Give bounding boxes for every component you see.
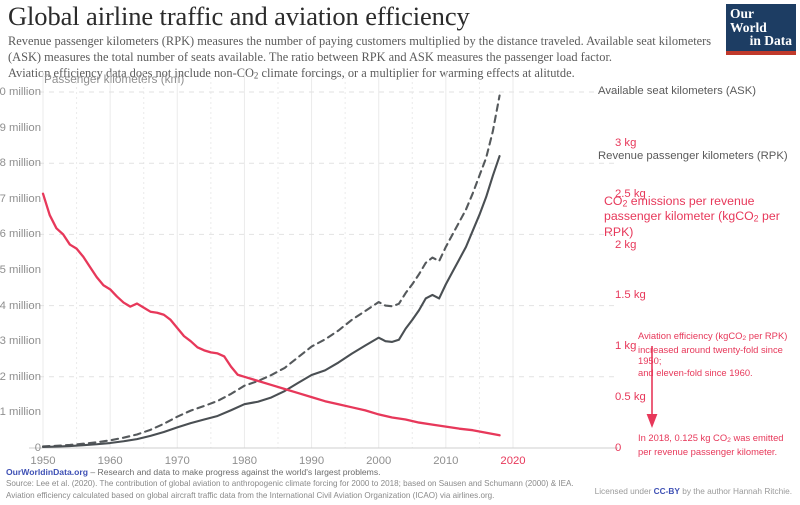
y-axis-left-title: Passenger kilometers (km): [44, 72, 185, 86]
footer-source-line1: Source: Lee et al. (2020). The contribut…: [6, 479, 574, 489]
y-axis-right-title-line1: CO2 emissions per revenue: [604, 194, 755, 209]
owid-logo-line2: in Data: [749, 33, 792, 48]
x-tick-1950: 1950: [30, 455, 56, 467]
chart-subtitle: Revenue passenger kilometers (RPK) measu…: [8, 33, 712, 82]
subtitle-line-1: Revenue passenger kilometers (RPK) measu…: [8, 33, 712, 48]
y-tick-left-7: 7 million: [0, 192, 41, 205]
y-tick-right-3: 1.5 kg: [615, 289, 646, 302]
x-tick-2020: 2020: [500, 455, 526, 467]
y-tick-left-10: 10 million: [0, 86, 41, 98]
chart-area: Passenger kilometers (km) CO2 emissions …: [0, 72, 800, 467]
annotation-efficiency-line3: and eleven-fold since 1960.: [638, 366, 753, 378]
footer-tagline-text: – Research and data to make progress aga…: [90, 467, 381, 477]
footer-tagline: OurWorldinData.org – Research and data t…: [6, 466, 796, 478]
y-tick-left-0: 0: [34, 442, 41, 454]
x-tick-2010: 2010: [433, 455, 459, 467]
y-tick-right-4: 2 kg: [615, 238, 637, 251]
gridlines: [29, 72, 618, 449]
series-label-ask: Available seat kilometers (ASK): [598, 85, 757, 97]
y-tick-left-8: 8 million: [0, 157, 41, 170]
subtitle-line-3: Aviation efficiency data does not includ…: [8, 65, 575, 81]
y-tick-left-9: 9 million: [0, 121, 41, 134]
owid-logo-bar: [726, 50, 796, 55]
annotation-efficiency-line2: increased around twenty-fold since 1950;: [638, 343, 783, 367]
owid-site-link[interactable]: OurWorldinData.org: [6, 467, 88, 477]
x-tick-1990: 1990: [298, 455, 325, 467]
y-axis-right-ticks: 0 0.5 kg 1 kg 1.5 kg 2 kg 2.5 kg 3 kg: [615, 72, 695, 462]
x-tick-1960: 1960: [97, 455, 123, 467]
annotation-2018-line1: In 2018, 0.125 kg CO2 was emitted: [638, 432, 784, 445]
license-prefix: Licensed under: [594, 486, 654, 496]
owid-logo-line1: Our World: [730, 6, 767, 35]
y-axis-right-title-line2: passenger kilometer (kgCO2 per RPK): [604, 209, 780, 239]
down-arrow-icon: [646, 346, 658, 428]
chart-header: Global airline traffic and aviation effi…: [8, 1, 712, 82]
series-path-0: [41, 94, 501, 448]
y-tick-left-2: 2 million: [0, 370, 41, 383]
series-path-1: [41, 155, 501, 449]
x-tick-2000: 2000: [366, 455, 392, 467]
footer-source-line2: Aviation efficiency calculated based on …: [6, 490, 495, 500]
series-label-rpk: Revenue passenger kilometers (RPK): [598, 150, 788, 162]
page-title: Global airline traffic and aviation effi…: [8, 1, 470, 31]
y-tick-left-5: 5 million: [0, 264, 41, 276]
y-tick-right-1: 0.5 kg: [615, 391, 646, 404]
cc-by-link[interactable]: CC-BY: [653, 486, 680, 496]
y-tick-left-6: 6 million: [0, 228, 41, 241]
plot-area: [29, 72, 618, 449]
x-tick-1970: 1970: [164, 455, 190, 467]
y-tick-right-5: 2.5 kg: [615, 187, 646, 200]
chart-footer: OurWorldinData.org – Research and data t…: [6, 466, 796, 501]
license-suffix: by the author Hannah Ritchie.: [679, 486, 792, 496]
x-axis-ticks: 1950 1960 1970 1980 1990 2000 2010 2020: [0, 72, 800, 467]
y-axis-right-title: CO2 emissions per revenue passenger kilo…: [604, 194, 794, 240]
annotation-efficiency-line1: Aviation efficiency (kgCO2 per RPK): [638, 330, 788, 343]
footer-license: Licensed under CC-BY by the author Hanna…: [595, 486, 792, 496]
series-path-2: [41, 192, 501, 437]
y-tick-right-0: 0: [615, 442, 622, 454]
y-tick-right-2: 1 kg: [615, 340, 637, 353]
y-axis-left-ticks: 0 1 million 2 million 3 million 4 million 5 m…: [0, 72, 41, 462]
x-tick-1980: 1980: [231, 455, 257, 467]
y-tick-right-6: 3 kg: [615, 136, 637, 149]
subtitle-line-2: (ASK) measures the total number of seats…: [8, 49, 612, 64]
annotation-2018-line2: per revenue passenger kilometer.: [638, 445, 778, 457]
annotation-value-2018: In 2018, 0.125 kg CO2 was emitted per re…: [638, 432, 798, 457]
y-tick-left-4: 4 million: [0, 299, 41, 312]
annotation-efficiency-note: Aviation efficiency (kgCO2 per RPK) incr…: [638, 330, 798, 378]
series-lines: [41, 94, 501, 449]
owid-logo-box: Our World in Data: [726, 4, 796, 51]
y-tick-left-3: 3 million: [0, 335, 41, 348]
y-tick-left-1: 1 million: [0, 406, 41, 419]
owid-logo[interactable]: Our World in Data: [726, 4, 796, 55]
